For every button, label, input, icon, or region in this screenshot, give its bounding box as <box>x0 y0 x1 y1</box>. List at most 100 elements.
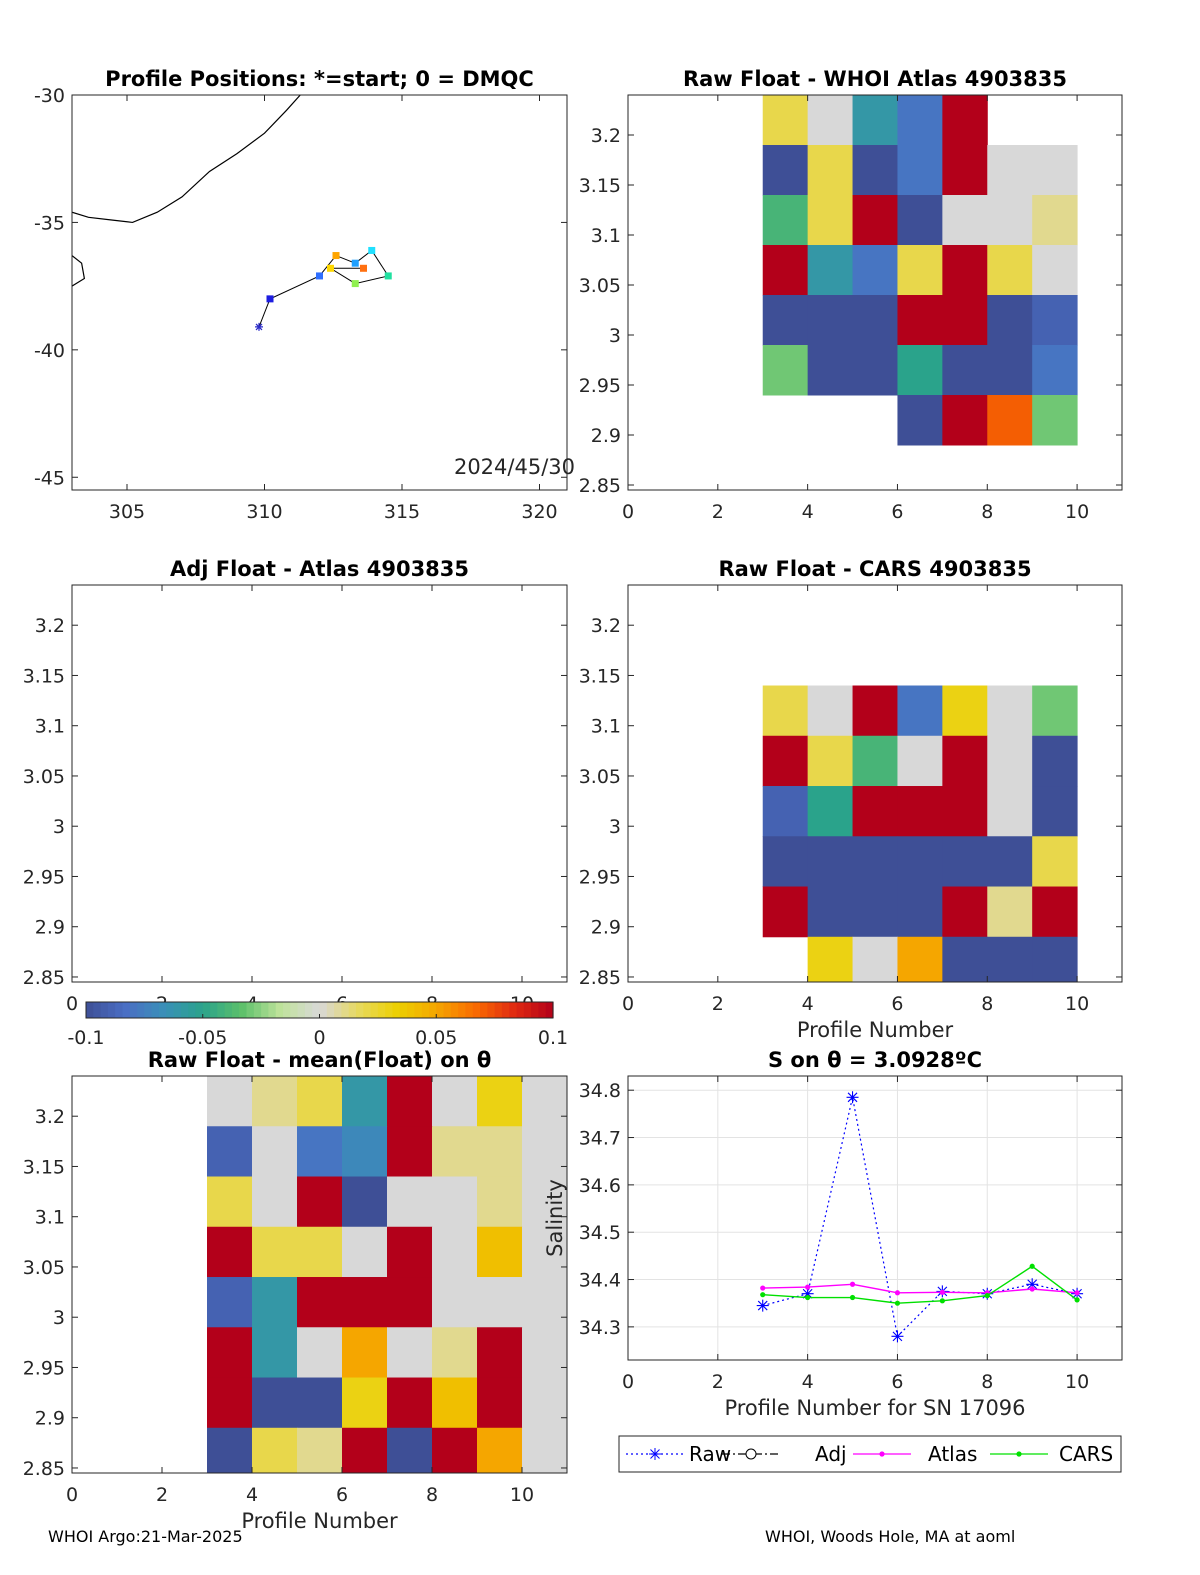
heatmap-cell <box>897 295 943 346</box>
colorbar-step <box>334 1002 342 1018</box>
heatmap-cell <box>852 735 898 787</box>
profile-position-marker <box>351 259 359 267</box>
colorbar-step <box>166 1002 175 1018</box>
data-point-atlas <box>760 1285 766 1291</box>
coastline <box>72 255 86 287</box>
series-line-cars <box>762 1265 1078 1304</box>
heatmap-cell <box>432 1377 478 1429</box>
heatmap-cell <box>252 1126 298 1178</box>
heatmap-cell <box>207 1226 253 1278</box>
heatmap-cell <box>1032 786 1078 837</box>
x-tick-label: 320 <box>521 501 557 523</box>
heatmap-cell <box>987 345 1033 396</box>
heatmap-cell <box>432 1277 478 1328</box>
colorbar-step <box>137 1002 145 1018</box>
y-tick-label: 34.4 <box>579 1270 621 1292</box>
heatmap-cell <box>762 735 809 787</box>
heatmap-cell <box>297 1126 343 1178</box>
y-tick-label: 34.3 <box>579 1317 621 1339</box>
colorbar-tick-label: 0.05 <box>415 1027 457 1049</box>
heatmap-cell <box>1032 735 1078 787</box>
y-tick-label: 34.5 <box>579 1222 621 1244</box>
heatmap-cell <box>207 1377 253 1429</box>
heatmap-cell <box>432 1126 478 1178</box>
heatmap-cell <box>1032 836 1078 888</box>
colorbar <box>86 1002 554 1018</box>
heatmap-cell <box>942 836 988 888</box>
heatmap-cell <box>987 735 1033 787</box>
x-tick-label: 10 <box>1065 993 1089 1015</box>
x-tick-label: 4 <box>802 993 814 1015</box>
x-tick-label: 8 <box>426 1484 438 1506</box>
y-tick-label: 3.15 <box>579 665 621 687</box>
heatmap-cell <box>297 1176 343 1228</box>
data-point-atlas <box>894 1290 901 1296</box>
colorbar-step <box>188 1002 197 1018</box>
axes-box <box>627 94 1123 491</box>
colorbar-step <box>253 1002 262 1018</box>
y-tick-label: 3.2 <box>591 125 621 147</box>
heatmap-cell <box>807 786 854 837</box>
x-tick-label: 0 <box>66 993 78 1015</box>
heatmap-cell <box>942 145 988 196</box>
colorbar-step <box>523 1002 532 1018</box>
y-tick-label: -35 <box>34 212 65 234</box>
heatmap-cell <box>897 195 943 246</box>
legend-label: Adj <box>815 1442 847 1466</box>
y-tick-label: 3.05 <box>23 766 65 788</box>
colorbar-step <box>421 1002 430 1018</box>
heatmap-cell <box>342 1176 388 1228</box>
heatmap-cell <box>207 1327 253 1379</box>
heatmap-cell <box>807 295 854 346</box>
colorbar-step <box>312 1002 321 1018</box>
x-tick-label: 315 <box>384 501 420 523</box>
start-marker <box>255 322 263 331</box>
heatmap-cells <box>207 1076 567 1473</box>
profile-position-marker <box>266 295 274 303</box>
heatmap-cell <box>942 886 988 938</box>
colorbar-step <box>428 1002 437 1018</box>
heatmap-cell <box>762 886 809 938</box>
heatmap-cell <box>762 245 809 296</box>
x-tick-label: 0 <box>66 1484 78 1506</box>
heatmap-cell <box>477 1126 523 1178</box>
x-tick-label: 8 <box>981 993 993 1015</box>
profile-position-marker <box>360 264 367 272</box>
heatmap-cell <box>342 1327 388 1379</box>
x-tick-label: 6 <box>891 501 903 523</box>
heatmap-cell <box>477 1176 523 1228</box>
heatmap-cell <box>807 735 854 787</box>
x-axis-label: Profile Number <box>241 1509 398 1533</box>
heatmap-cell <box>207 1277 253 1328</box>
heatmap-cell <box>252 1226 298 1278</box>
heatmap-cell <box>252 1327 298 1379</box>
y-tick-label: 3.15 <box>579 175 621 197</box>
colorbar-step <box>100 1002 109 1018</box>
colorbar-tick-label: -0.1 <box>67 1027 104 1049</box>
heatmap-cell <box>252 1277 298 1328</box>
heatmap-cell <box>942 195 988 246</box>
heatmap-cell <box>522 1277 567 1328</box>
heatmap-cell <box>1032 295 1078 346</box>
heatmap-cell <box>942 735 988 787</box>
y-tick-label: 3.15 <box>23 665 65 687</box>
heatmap-cell <box>852 95 898 146</box>
y-tick-label: 2.85 <box>23 967 65 989</box>
colorbar-step <box>377 1002 386 1018</box>
x-tick-label: 6 <box>336 1484 348 1506</box>
heatmap-cell <box>297 1377 343 1429</box>
heatmap-cell <box>522 1226 567 1278</box>
heatmap-cell <box>897 836 943 888</box>
heatmap-cell <box>522 1126 567 1178</box>
colorbar-step <box>239 1002 248 1018</box>
heatmap-cell <box>342 1126 388 1178</box>
colorbar-step <box>414 1002 423 1018</box>
colorbar-step <box>516 1002 525 1018</box>
coastline <box>72 95 301 224</box>
colorbar-step <box>231 1002 240 1018</box>
x-tick-label: 6 <box>891 993 903 1015</box>
chart-title: S on θ = 3.0928ºC <box>768 1048 982 1072</box>
heatmap-cell <box>297 1327 343 1379</box>
x-tick-label: 0 <box>622 993 634 1015</box>
profile-position-marker <box>316 272 323 280</box>
